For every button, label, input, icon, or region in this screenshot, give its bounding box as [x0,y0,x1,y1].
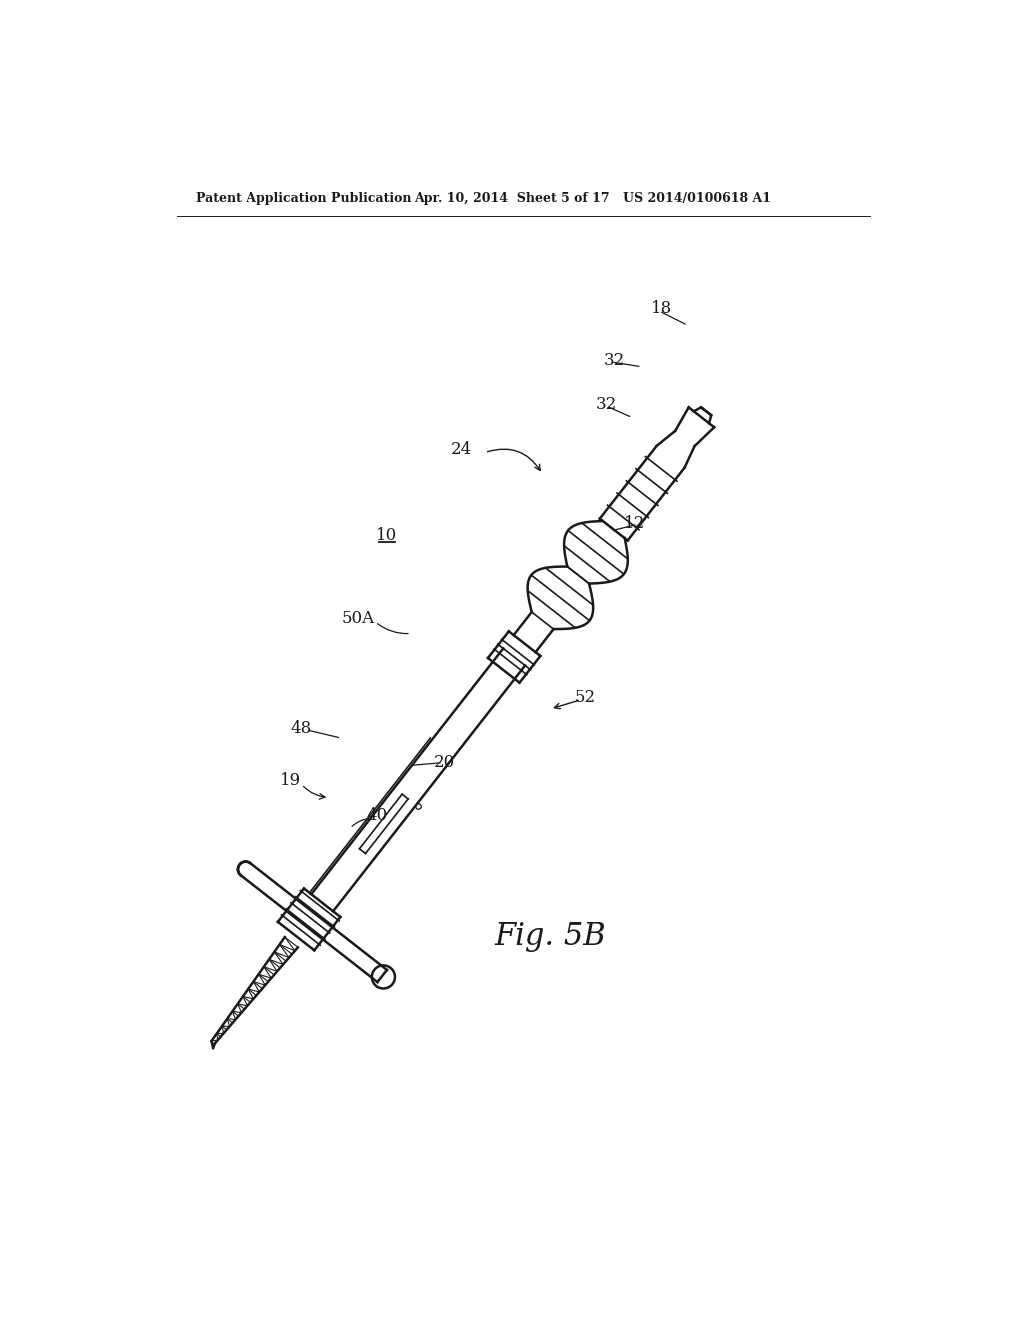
Text: 19: 19 [281,772,301,789]
Text: 40: 40 [367,807,388,824]
Text: 32: 32 [596,396,617,413]
Text: 52: 52 [574,689,595,706]
Text: 12: 12 [625,515,645,532]
Text: 32: 32 [603,351,625,368]
Text: 50A: 50A [341,610,375,627]
Text: US 2014/0100618 A1: US 2014/0100618 A1 [624,191,771,205]
Text: 24: 24 [451,441,472,458]
Text: 48: 48 [291,719,312,737]
Text: 18: 18 [651,300,673,317]
Text: Patent Application Publication: Patent Application Publication [196,191,412,205]
Text: 20: 20 [434,754,456,771]
Text: 10: 10 [377,527,397,544]
Text: Apr. 10, 2014  Sheet 5 of 17: Apr. 10, 2014 Sheet 5 of 17 [414,191,609,205]
Text: Fig. 5B: Fig. 5B [495,920,606,952]
